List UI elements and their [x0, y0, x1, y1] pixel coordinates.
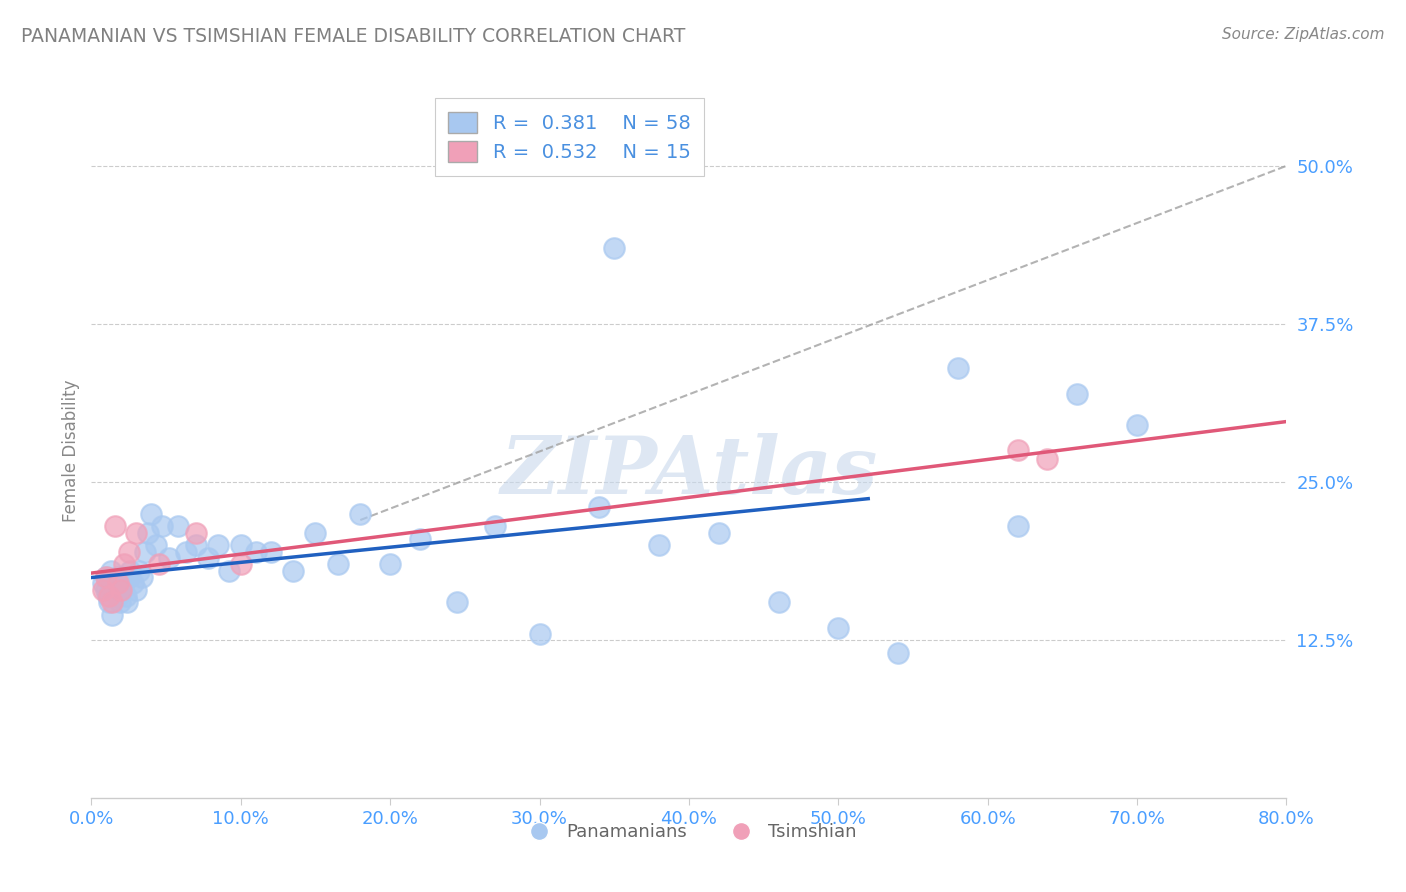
Point — [98, 589, 121, 603]
Point — [145, 538, 167, 552]
Point — [1036, 452, 1059, 467]
Point — [380, 558, 402, 572]
Point — [98, 595, 121, 609]
Y-axis label: Female Disability: Female Disability — [62, 379, 80, 522]
Point — [207, 538, 229, 552]
Point — [157, 551, 180, 566]
Text: ZIPAtlas: ZIPAtlas — [501, 433, 877, 510]
Point — [281, 564, 304, 578]
Point — [107, 576, 129, 591]
Point — [112, 558, 135, 572]
Text: PANAMANIAN VS TSIMSHIAN FEMALE DISABILITY CORRELATION CHART: PANAMANIAN VS TSIMSHIAN FEMALE DISABILIT… — [21, 27, 686, 45]
Point — [134, 544, 156, 558]
Point — [304, 525, 326, 540]
Point — [118, 570, 141, 584]
Point — [148, 558, 170, 572]
Point — [827, 621, 849, 635]
Point — [104, 582, 127, 597]
Point — [648, 538, 671, 552]
Point — [349, 507, 371, 521]
Point — [1007, 443, 1029, 458]
Point — [484, 519, 506, 533]
Point — [184, 538, 207, 552]
Point — [128, 564, 150, 578]
Point — [96, 570, 118, 584]
Point — [529, 627, 551, 641]
Point — [197, 551, 219, 566]
Point — [110, 582, 132, 597]
Point — [125, 525, 148, 540]
Point — [131, 570, 153, 584]
Point — [141, 507, 163, 521]
Point — [111, 570, 134, 584]
Point — [588, 500, 610, 515]
Legend: Panamanians, Tsimshian: Panamanians, Tsimshian — [515, 816, 863, 848]
Text: Source: ZipAtlas.com: Source: ZipAtlas.com — [1222, 27, 1385, 42]
Point — [1007, 519, 1029, 533]
Point — [93, 582, 115, 597]
Point — [96, 570, 118, 584]
Point — [184, 525, 207, 540]
Point — [218, 564, 240, 578]
Point — [768, 595, 790, 609]
Point — [150, 519, 173, 533]
Point — [100, 564, 122, 578]
Point — [603, 241, 626, 255]
Point — [115, 595, 138, 609]
Point — [122, 576, 145, 591]
Point — [93, 576, 115, 591]
Point — [1066, 386, 1088, 401]
Point — [229, 558, 252, 572]
Point — [946, 361, 969, 376]
Point — [105, 570, 128, 584]
Point — [167, 519, 190, 533]
Point — [174, 544, 197, 558]
Point — [96, 582, 118, 597]
Point — [103, 576, 125, 591]
Point — [118, 544, 141, 558]
Point — [229, 538, 252, 552]
Point — [259, 544, 281, 558]
Point — [107, 589, 129, 603]
Point — [114, 589, 136, 603]
Point — [101, 595, 124, 609]
Point — [245, 544, 267, 558]
Point — [446, 595, 468, 609]
Point — [125, 582, 148, 597]
Point — [326, 558, 349, 572]
Point — [707, 525, 730, 540]
Point — [409, 532, 432, 546]
Point — [101, 607, 124, 622]
Point — [120, 564, 142, 578]
Point — [887, 646, 910, 660]
Point — [108, 595, 131, 609]
Point — [104, 519, 127, 533]
Point — [1126, 418, 1149, 433]
Point — [97, 589, 120, 603]
Point — [112, 576, 135, 591]
Point — [136, 525, 159, 540]
Point — [110, 582, 132, 597]
